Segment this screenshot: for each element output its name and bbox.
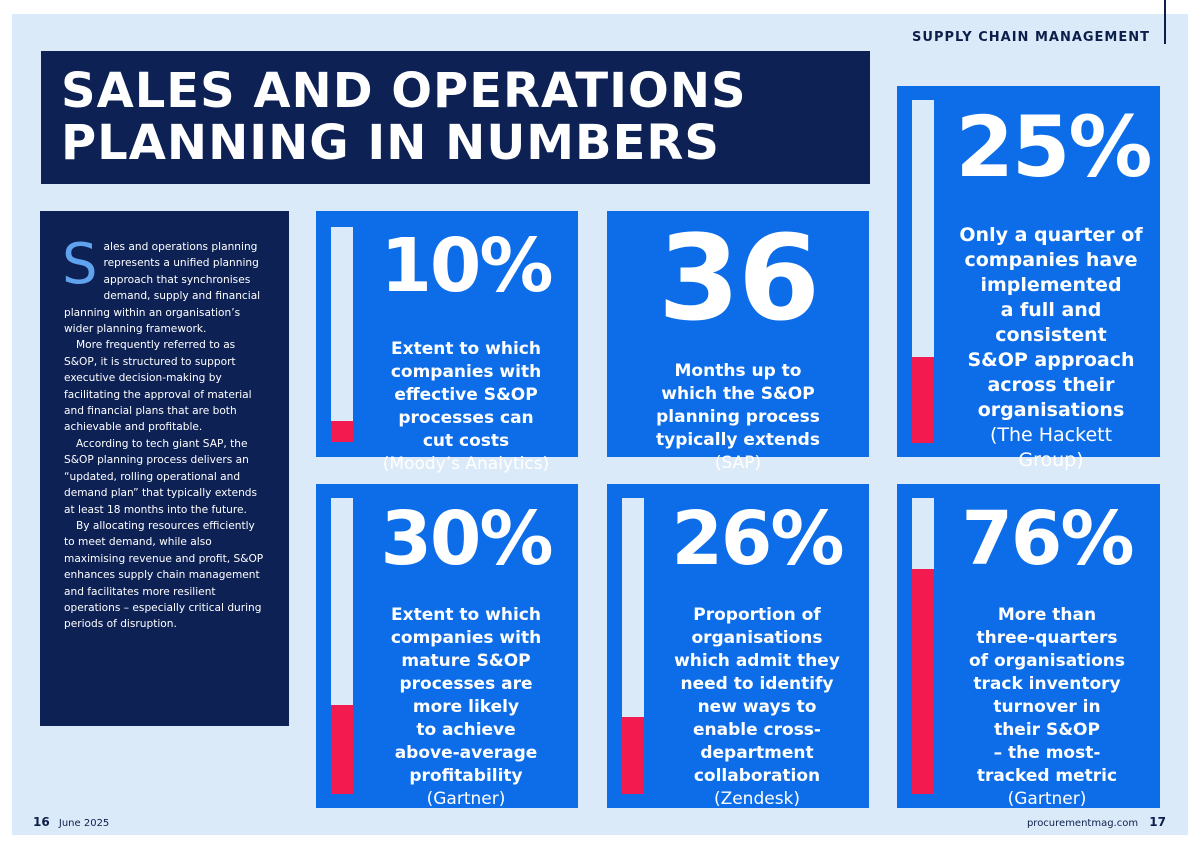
intro-paragraph-4: By allocating resources efficiently to m…	[64, 519, 264, 631]
footer-right: procurementmag.com 17	[1027, 815, 1166, 829]
stat-text: Months up to which the S&OP planning pro…	[656, 361, 820, 450]
intro-paragraph-1: ales and operations planning represents …	[64, 241, 261, 336]
drop-cap: S	[62, 232, 98, 297]
stat-description: Extent to which companies with effective…	[360, 315, 572, 499]
section-label: SUPPLY CHAIN MANAGEMENT	[912, 30, 1150, 45]
page-number-left: 16	[33, 815, 50, 829]
stat-bar-fill	[912, 357, 934, 443]
stat-text: Only a quarter of companies have impleme…	[959, 224, 1143, 421]
stat-description: Proportion of organisations which admit …	[651, 581, 863, 834]
stat-value: 30%	[380, 496, 553, 582]
footer-left: 16 June 2025	[33, 815, 109, 829]
stat-source: (SAP)	[714, 453, 762, 473]
stat-source: (Gartner)	[426, 789, 506, 809]
stat-source: (Moody’s Analytics)	[382, 454, 550, 474]
section-rule	[1164, 0, 1166, 44]
intro-paragraph-2: More frequently referred to as S&OP, it …	[64, 339, 252, 434]
stat-card-cost-reduction: 10% Extent to which companies with effec…	[316, 211, 578, 474]
stat-card-collaboration: 26% Proportion of organisations which ad…	[607, 484, 869, 809]
stat-value: 10%	[380, 223, 553, 309]
stat-description: More than three-quarters of organisation…	[941, 581, 1153, 834]
stat-source: (Zendesk)	[713, 789, 801, 809]
stat-bar-track	[912, 100, 934, 443]
stat-source: (Gartner)	[1007, 789, 1087, 809]
stat-bar-track	[622, 498, 644, 794]
stat-text: Extent to which companies with mature S&…	[390, 605, 542, 786]
page-title: SALES AND OPERATIONS PLANNING IN NUMBERS	[61, 65, 861, 169]
stat-source: (The Hackett Group)	[989, 424, 1113, 471]
stat-description: Only a quarter of companies have impleme…	[945, 198, 1157, 498]
stat-text: More than three-quarters of organisation…	[968, 605, 1126, 786]
stat-card-planning-horizon: 36 Months up to which the S&OP planning …	[607, 209, 869, 473]
intro-paragraph-3: According to tech giant SAP, the S&OP pl…	[64, 437, 258, 516]
stat-bar-track	[912, 498, 934, 794]
stat-text: Proportion of organisations which admit …	[674, 605, 840, 786]
intro-panel: S ales and operations planning represent…	[40, 211, 289, 726]
stat-bar-fill	[331, 420, 353, 442]
stat-value: 26%	[671, 496, 844, 582]
stat-bar-fill	[912, 569, 934, 794]
issue-date: June 2025	[58, 818, 110, 829]
stat-bar-track	[331, 498, 353, 794]
title-line-1: SALES AND OPERATIONS	[61, 63, 747, 119]
page-number-right: 17	[1149, 815, 1166, 829]
stat-card-full-implementation: 25% Only a quarter of companies have imp…	[897, 86, 1160, 471]
stat-card-profitability: 30% Extent to which companies with matur…	[316, 484, 578, 809]
site-url[interactable]: procurementmag.com	[1026, 818, 1139, 829]
stat-bar-fill	[331, 705, 353, 794]
stat-description: Months up to which the S&OP planning pro…	[617, 337, 859, 498]
stat-card-inventory-turnover: 76% More than three-quarters of organisa…	[897, 484, 1160, 809]
stat-bar-fill	[622, 717, 644, 794]
stat-value: 25%	[955, 98, 1152, 196]
stat-text: Extent to which companies with effective…	[390, 339, 542, 451]
stat-value: 36	[657, 209, 820, 347]
stat-description: Extent to which companies with mature S&…	[360, 581, 572, 834]
title-banner: SALES AND OPERATIONS PLANNING IN NUMBERS	[41, 51, 870, 184]
stat-bar-track	[331, 227, 353, 442]
title-line-2: PLANNING IN NUMBERS	[61, 115, 720, 171]
stat-value: 76%	[961, 496, 1134, 582]
